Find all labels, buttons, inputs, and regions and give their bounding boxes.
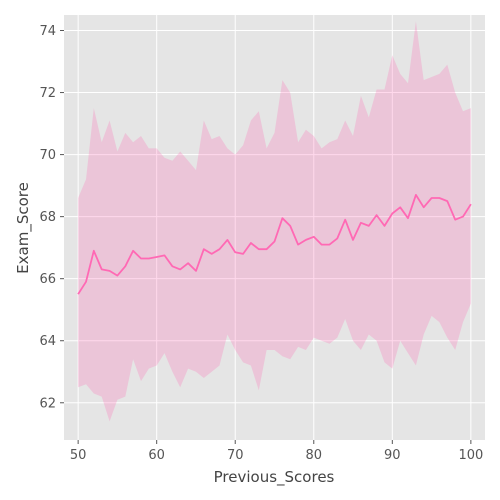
y-tick-label: 64	[39, 334, 56, 349]
x-axis-ticks: 50 60 70 80 90 100	[70, 440, 483, 463]
y-tick-label: 68	[39, 210, 56, 225]
series-line	[77, 193, 472, 295]
grid	[64, 15, 485, 440]
plot-background	[64, 15, 485, 440]
y-tick-label: 70	[39, 148, 56, 163]
x-tick-label: 90	[384, 448, 401, 463]
x-tick-label: 70	[227, 448, 244, 463]
x-axis-label: Previous_Scores	[214, 468, 335, 487]
y-tick-label: 66	[39, 272, 56, 287]
y-tick-label: 72	[39, 86, 56, 101]
x-tick-label: 100	[458, 448, 483, 463]
x-tick-label: 80	[305, 448, 322, 463]
x-tick-label: 60	[148, 448, 165, 463]
y-axis-ticks: 62 64 66 68 70 72 74	[39, 24, 64, 411]
y-axis-label: Exam_Score	[14, 182, 33, 274]
y-tick-label: 62	[39, 396, 56, 411]
x-tick-label: 50	[70, 448, 87, 463]
confidence-band	[78, 21, 471, 422]
y-tick-label: 74	[39, 24, 56, 39]
